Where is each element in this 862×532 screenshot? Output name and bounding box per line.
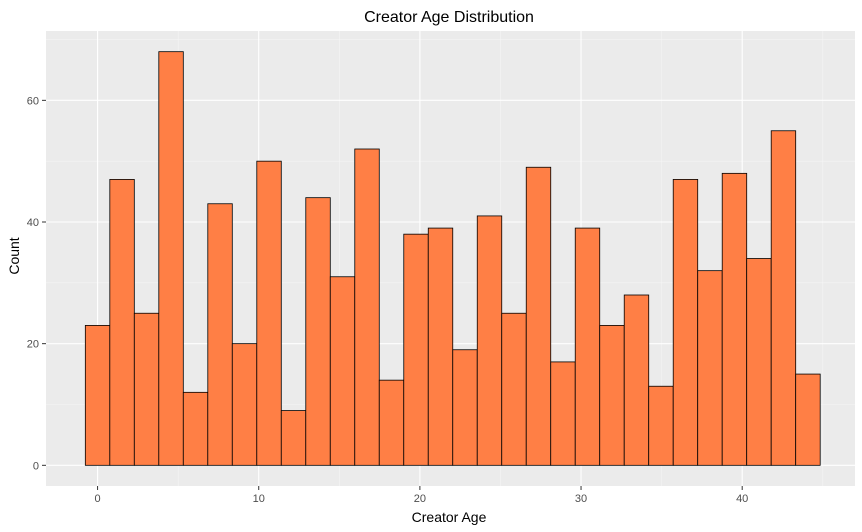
histogram-bar (231, 343, 258, 466)
histogram-bar (599, 325, 625, 466)
histogram-bar (623, 294, 650, 466)
histogram-bar (133, 312, 160, 466)
histogram-bar (256, 160, 282, 466)
y-axis-title: Count (6, 237, 22, 274)
y-tick-label: 40 (27, 217, 39, 229)
histogram-bar (354, 148, 380, 466)
histogram-bars (84, 51, 821, 466)
x-tick-label: 30 (575, 493, 587, 505)
histogram-bar (550, 361, 576, 466)
histogram-bar (182, 391, 209, 466)
histogram-bar (280, 410, 307, 466)
histogram-bar (672, 179, 699, 466)
histogram-bar (158, 51, 184, 466)
histogram-bar (403, 233, 429, 466)
y-tick-label: 0 (33, 460, 39, 472)
x-tick-label: 20 (414, 493, 426, 505)
histogram-bar (746, 258, 772, 466)
histogram-bar (427, 227, 454, 466)
x-tick-label: 10 (253, 493, 265, 505)
chart-title: Creator Age Distribution (364, 9, 534, 26)
histogram-bar (476, 215, 503, 466)
y-axis: 0 20 40 60 (27, 95, 46, 472)
x-tick-label: 40 (736, 493, 748, 505)
histogram-bar (84, 325, 111, 466)
histogram-bar (525, 166, 552, 466)
histogram-bar (501, 312, 527, 466)
histogram-bar (795, 373, 821, 466)
x-axis-title: Creator Age (412, 509, 487, 525)
histogram-bar (697, 270, 723, 466)
histogram-bar (648, 385, 674, 466)
histogram-bar (305, 197, 331, 466)
y-tick-label: 20 (27, 339, 39, 351)
histogram-bar (207, 203, 233, 466)
histogram-bar (452, 349, 478, 466)
histogram-bar (378, 379, 405, 466)
histogram-bar (329, 276, 356, 466)
histogram-bar (109, 179, 135, 466)
x-axis: 0 10 20 30 40 (95, 486, 748, 505)
histogram-bar (721, 172, 748, 466)
histogram-bar (574, 227, 601, 466)
x-tick-label: 0 (95, 493, 101, 505)
y-tick-label: 60 (27, 95, 39, 107)
histogram-bar (770, 130, 797, 466)
